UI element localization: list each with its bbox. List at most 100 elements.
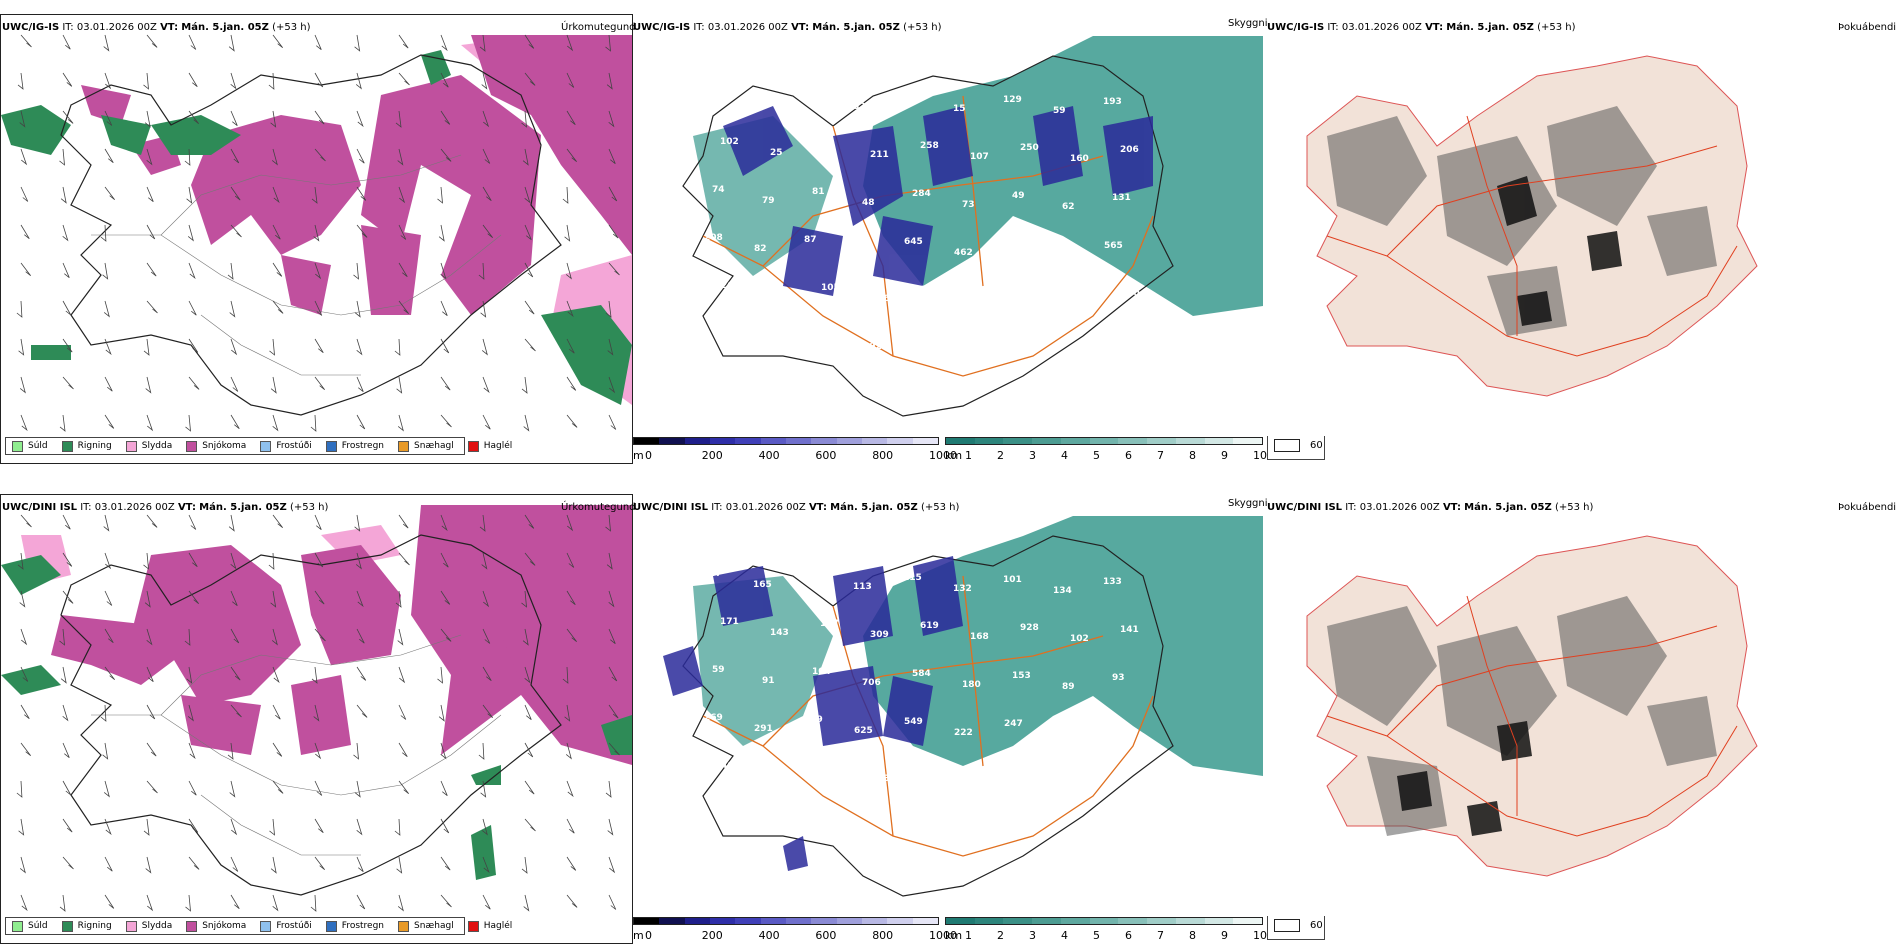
legend-label: Frostregn [341,921,385,931]
wind-barb [230,552,237,570]
wind-barb [146,300,158,314]
cloud-base-label: 82 [853,102,866,112]
wind-barb [314,72,324,88]
it-value: 03.01.2026 00Z [725,502,806,513]
wind-barb [524,186,531,204]
cloud-base-label: 10 [803,91,816,101]
wind-barb [104,666,116,681]
wind-barb [440,148,452,162]
wind-barb [186,186,193,204]
wind-barb [268,552,275,570]
wind-barb [314,628,326,642]
cloud-base-values: 147 165 141 113 115 132 101 134 133 171 143 107 309 6… [703,569,1139,788]
wind-barb [566,780,574,798]
wind-barb [269,338,275,356]
wind-barb [437,666,443,684]
cloud-base-label: 126 [1071,778,1090,788]
roads [1326,115,1738,357]
wind-barb [522,628,529,646]
cloud-base-label: 222 [954,728,973,738]
wind-barb [272,186,280,204]
wind-barb [146,414,154,432]
vt-value: Mán. 5.jan. 05Z [830,502,918,513]
wind-barb [481,552,488,570]
wind-barb [103,780,110,798]
wind-barb [227,742,234,760]
wind-barb [104,818,112,836]
legend-item: Súld [12,920,48,932]
wind-barb [229,780,236,798]
wind-barb [314,338,324,354]
cloud-base-label: 170 [1121,289,1140,299]
fog-canvas-1 [1306,55,1758,397]
legend-item: Snæhagl [398,920,454,932]
wind-barb [62,818,73,833]
wind-barb [146,628,153,646]
legend-item: Slydda [125,440,172,452]
cloud-base-label: 107 [903,93,922,103]
wind-barb [440,262,447,280]
wind-barb [270,376,277,394]
wind-barb [230,590,238,607]
wind-barb [398,262,408,278]
wind-barb [104,894,115,909]
colorbar-tick: 6 [1125,449,1132,462]
precip-legend-2: Súld Rigning Slydda Snjókoma Frostúði Frostre… [5,917,512,935]
wind-barb [440,590,451,605]
legend-swatch [325,440,337,452]
wind-barb [608,742,620,756]
fog-legend-label: 60 [1310,920,1323,931]
cloud-base-label: 104 [812,667,831,677]
wind-barb [524,514,535,529]
vt-label: VT: [1425,22,1444,33]
wind-barb [398,34,409,49]
colorbar-segment [836,918,862,924]
cloud-base-label: 102 [1070,634,1089,644]
colorbar-tick: 2 [997,449,1004,462]
wind-barb [606,72,613,90]
legend-label: Snæhagl [414,921,454,931]
roads [1326,595,1738,837]
wind-barb [229,300,236,318]
model-name: UWC/DINI ISL [1267,502,1343,513]
wind-barb [20,148,28,166]
wind-barb [562,666,569,684]
wind-barb [272,414,279,432]
wind-barb [271,628,278,646]
wind-barb [270,590,277,608]
wind-barb [353,262,359,280]
precip-type-map-2: Súld Rigning Slydda Snjókoma Frostúði Frostre… [0,494,633,944]
colorbar-segment [1147,918,1176,924]
wind-barb [272,514,284,529]
legend-label: Súld [28,441,48,451]
wind-barb [143,338,150,356]
wind-barb [146,780,158,794]
cloud-base-label: 231 [1021,287,1040,297]
wind-barb [59,148,65,166]
wind-barb [564,224,571,242]
cloud-base-label: 250 [1020,143,1039,153]
wind-barb [565,262,572,280]
lead-time: (+53 h) [289,502,329,513]
wind-barb [398,780,410,795]
cloud-base-label: 889 [804,715,823,725]
wind-barb [440,376,451,391]
cloud-base-label: 107 [970,152,989,162]
wind-barb [314,376,326,391]
model-name: UWC/IG-IS [633,22,691,33]
wind-barb [607,818,614,836]
it-label: IT: [711,502,723,513]
wind-barb [397,148,404,166]
wind-barb [314,780,323,796]
colorbar-tick: 5 [1093,449,1100,462]
wind-barb [272,300,284,314]
wind-barb [104,376,113,392]
title-precip-1: UWC/IG-IS IT: 03.01.2026 00Z VT: Mán. 5.… [2,22,311,34]
colorbar-segment [912,918,938,924]
wind-barb [272,780,284,794]
legend-item: Snjókoma [186,920,246,932]
visibility-unit: km [945,929,963,942]
cloud-base-label: 286 [1004,239,1023,249]
cloud-base-label: 466 [721,761,740,771]
wind-barb [481,338,488,356]
